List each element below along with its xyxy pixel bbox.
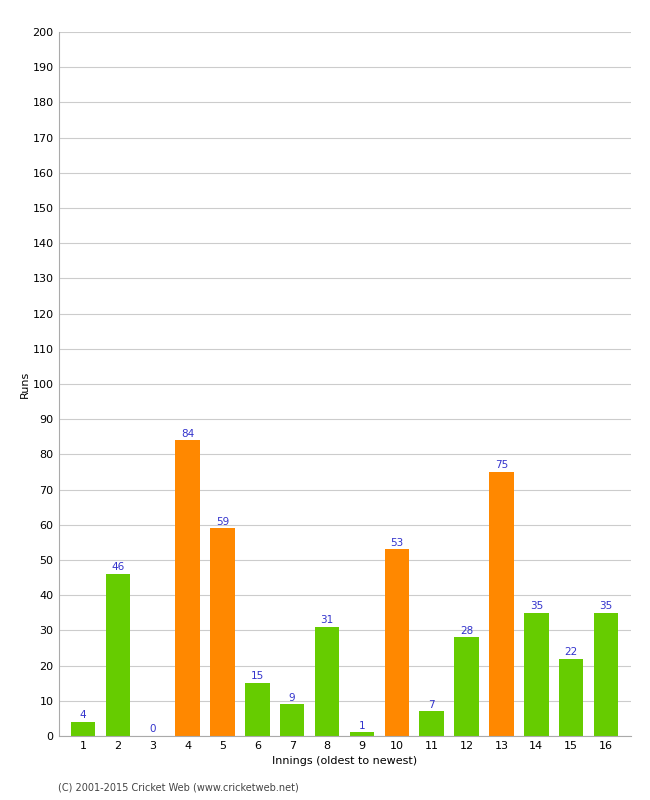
Text: 7: 7 (428, 699, 435, 710)
Bar (489, 472, 514, 736)
Text: 28: 28 (460, 626, 473, 636)
X-axis label: Innings (oldest to newest): Innings (oldest to newest) (272, 757, 417, 766)
Text: 0: 0 (150, 724, 156, 734)
Bar (524, 613, 549, 736)
Text: 59: 59 (216, 517, 229, 526)
Text: (C) 2001-2015 Cricket Web (www.cricketweb.net): (C) 2001-2015 Cricket Web (www.cricketwe… (58, 782, 299, 792)
Bar (105, 574, 130, 736)
Bar (245, 683, 270, 736)
Bar (419, 711, 444, 736)
Text: 75: 75 (495, 460, 508, 470)
Text: 84: 84 (181, 429, 194, 438)
Bar (559, 658, 584, 736)
Bar (210, 528, 235, 736)
Bar (350, 733, 374, 736)
Bar (71, 722, 95, 736)
Text: 35: 35 (599, 601, 613, 611)
Bar (280, 704, 304, 736)
Bar (315, 627, 339, 736)
Text: 35: 35 (530, 601, 543, 611)
Text: 31: 31 (320, 615, 333, 625)
Bar (176, 440, 200, 736)
Bar (594, 613, 618, 736)
Text: 1: 1 (359, 721, 365, 730)
Text: 15: 15 (251, 671, 264, 682)
Text: 4: 4 (79, 710, 86, 720)
Text: 9: 9 (289, 693, 296, 702)
Text: 22: 22 (565, 646, 578, 657)
Text: 53: 53 (390, 538, 404, 548)
Y-axis label: Runs: Runs (20, 370, 30, 398)
Bar (385, 550, 409, 736)
Text: 46: 46 (111, 562, 124, 572)
Bar (454, 638, 479, 736)
